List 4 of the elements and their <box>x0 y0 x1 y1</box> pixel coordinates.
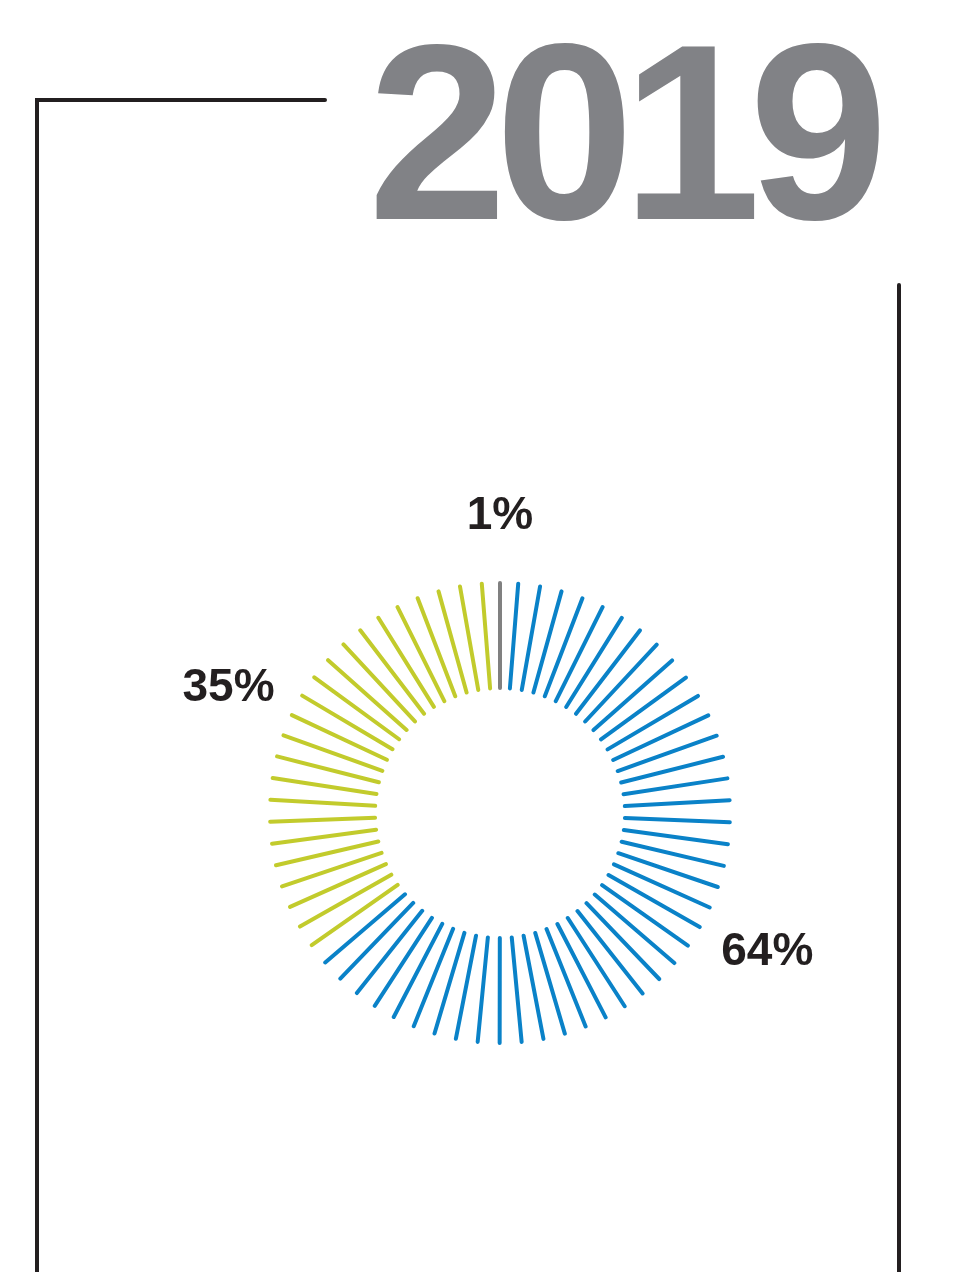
data-label: 64% <box>721 923 814 976</box>
data-label: 35% <box>182 659 275 712</box>
data-label: 1% <box>466 487 534 539</box>
chart-title: 2019 <box>368 7 877 272</box>
